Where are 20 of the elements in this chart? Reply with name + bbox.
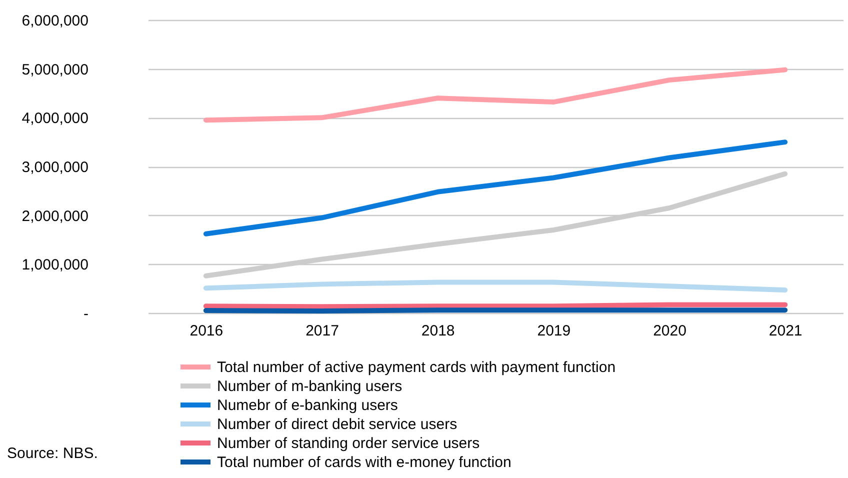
x-tick-label: 2018 [421, 322, 455, 340]
y-tick-label: 2,000,000 [22, 208, 88, 225]
y-tick-label: 5,000,000 [22, 61, 88, 78]
legend-label: Number of m-banking users [217, 378, 402, 395]
legend-label: Number of standing order service users [217, 435, 480, 452]
y-tick-label: 1,000,000 [22, 256, 88, 274]
source-note: Source: NBS. [7, 445, 98, 462]
x-tick-label: 2019 [537, 322, 571, 340]
legend-label: Number of direct debit service users [217, 416, 458, 433]
x-tick-label: 2020 [653, 322, 686, 340]
x-tick-label: 2021 [768, 322, 802, 340]
legend-label: Numebr of e-banking users [217, 397, 398, 414]
y-tick-label: 4,000,000 [22, 110, 88, 128]
x-tick-label: 2017 [306, 322, 339, 340]
y-tick-label: 6,000,000 [22, 12, 88, 30]
legend-label: Total number of cards with e-money function [217, 454, 512, 471]
legend-label: Total number of active payment cards with payment function [217, 359, 616, 376]
y-tick-label: - [84, 306, 88, 322]
x-tick-label: 2016 [190, 322, 224, 340]
y-tick-label: 3,000,000 [22, 159, 88, 176]
